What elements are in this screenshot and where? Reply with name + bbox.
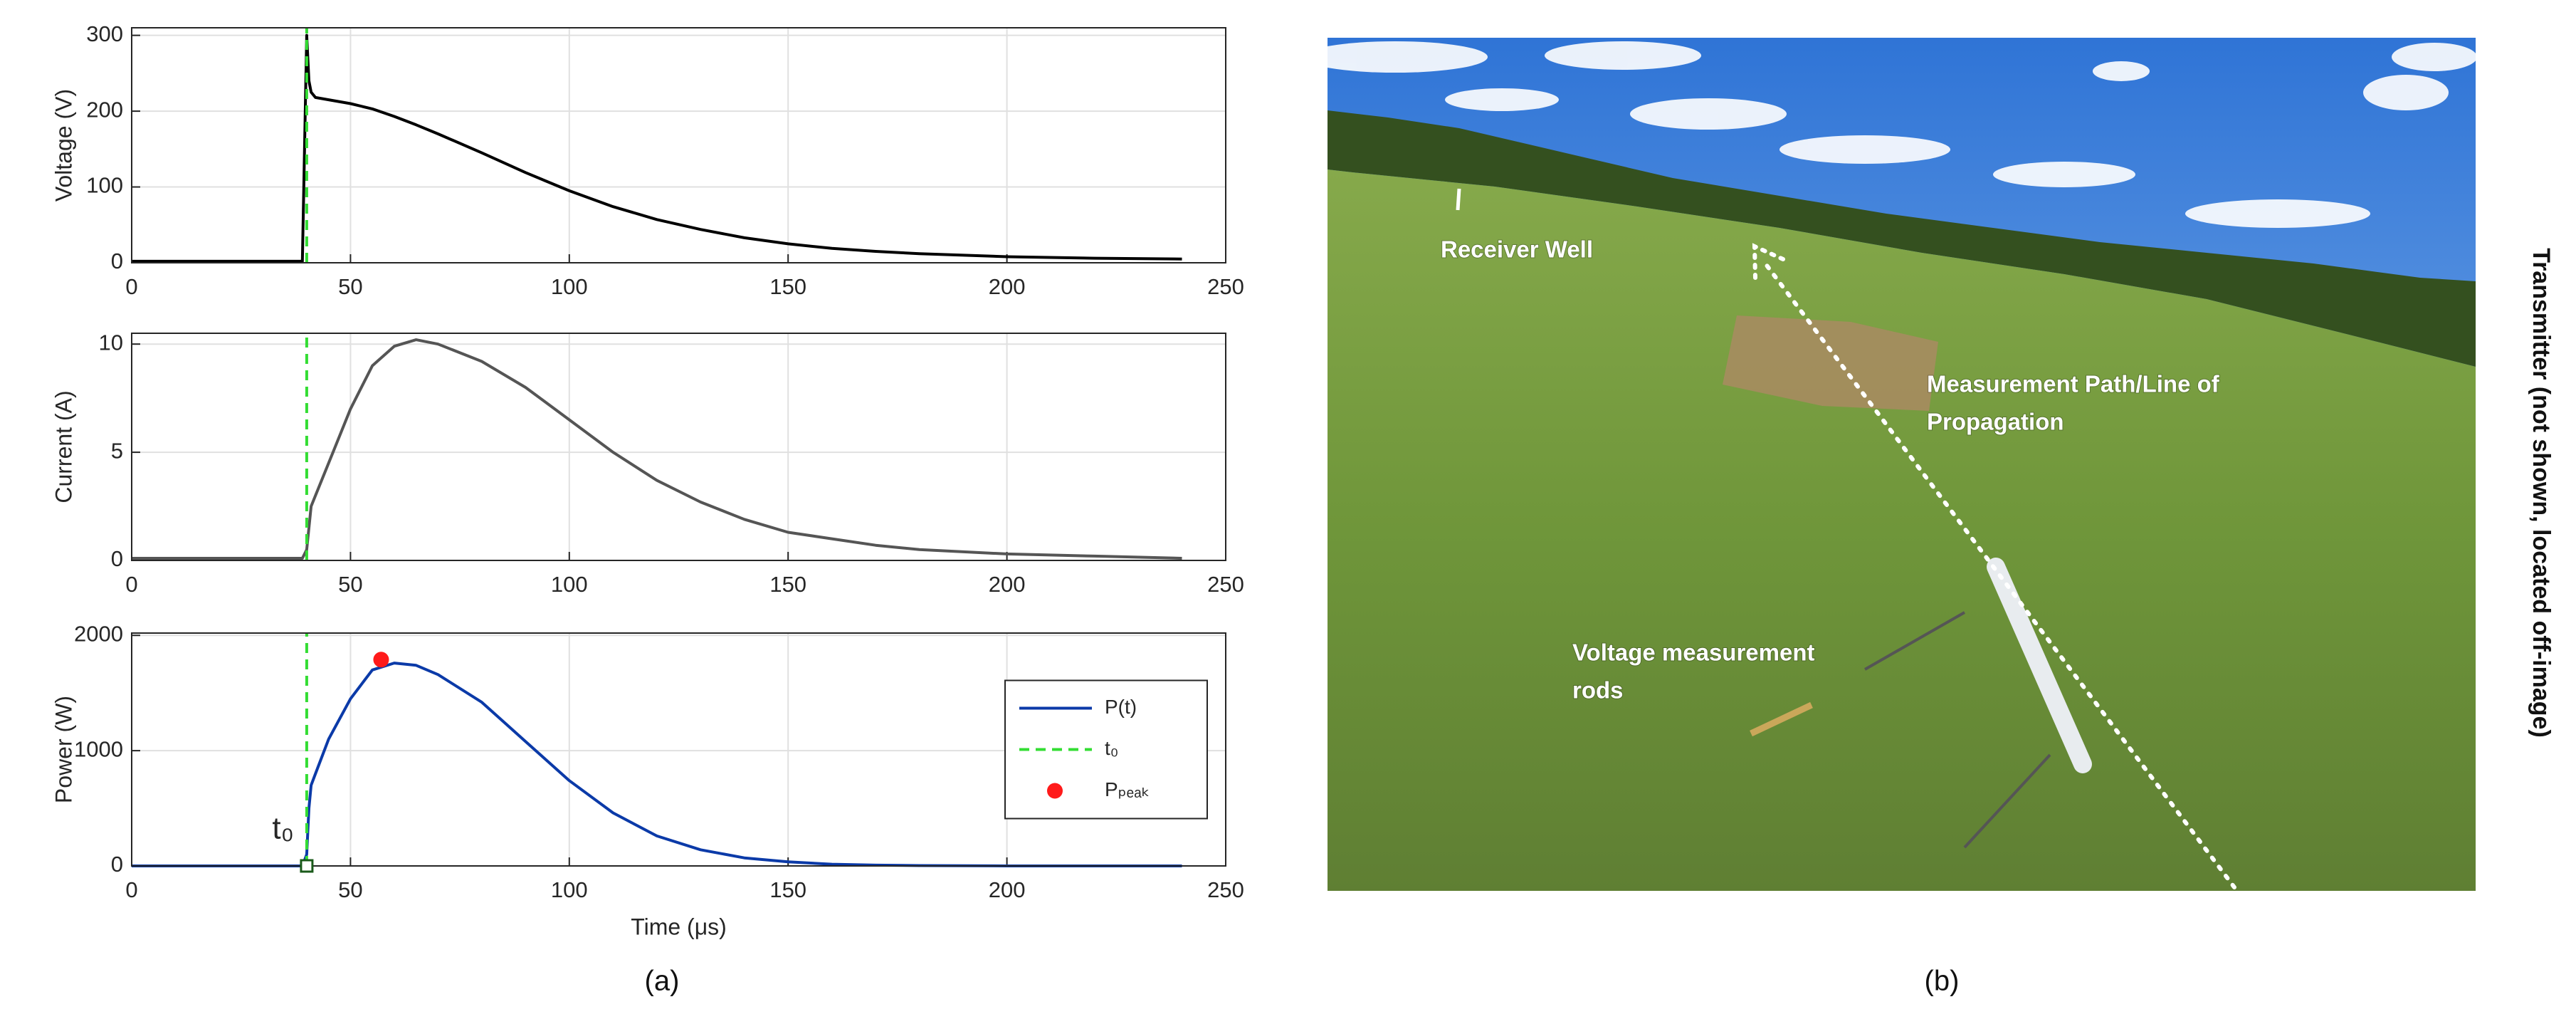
clouds (1328, 41, 2476, 228)
x-tick-label: 150 (769, 877, 806, 902)
y-tick-label: 0 (111, 546, 123, 571)
plot-area (132, 28, 1226, 263)
caption: (b) (1925, 966, 1960, 997)
path-label: Propagation (1927, 409, 2064, 435)
y-tick-label: 300 (86, 21, 123, 46)
y-tick-label: 10 (99, 330, 123, 355)
legend-label: P(t) (1105, 696, 1137, 718)
annotation: t₀ (272, 811, 294, 846)
data-line (132, 662, 1182, 867)
side-label: Transmitter (not shown, located off-imag… (2528, 248, 2555, 738)
x-tick-label: 250 (1207, 877, 1244, 902)
y-tick-label: 2000 (74, 621, 123, 646)
rods-label: Voltage measurement (1572, 639, 1815, 666)
arrow-head (1752, 243, 1785, 280)
legend-swatch (1047, 783, 1063, 799)
chart: 0 50 100 150 200 250 0 5 10 Current (A) (51, 330, 1244, 597)
receiver-label: Receiver Well (1441, 236, 1593, 263)
y-tick-label: 0 (111, 249, 123, 273)
x-tick-label: 50 (338, 572, 362, 597)
x-tick-label: 200 (989, 274, 1026, 299)
rod (1864, 611, 1965, 671)
y-tick-label: 200 (86, 97, 123, 122)
rods-label: rods (1572, 677, 1624, 704)
legend-label: t₀ (1105, 737, 1118, 759)
x-tick-label: 200 (989, 877, 1026, 902)
path-label: Measurement Path/Line of (1927, 371, 2220, 397)
y-axis-label: Voltage (V) (51, 89, 76, 202)
pipe (1987, 558, 2092, 773)
data-line (132, 338, 1182, 560)
rod (1963, 753, 2051, 849)
y-axis-label: Power (W) (51, 696, 76, 803)
x-tick-label: 200 (989, 572, 1026, 597)
x-tick-label: 150 (769, 274, 806, 299)
chart: 0 50 100 150 200 250 0 1000 2000 Power (W) Time (μ… (51, 621, 1244, 939)
axes-frame (131, 333, 1226, 561)
receiver-well (1456, 188, 1461, 211)
y-tick-label: 0 (111, 852, 123, 877)
axes-frame (131, 27, 1226, 263)
propagation-path (1763, 261, 2236, 889)
y-tick-label: 100 (86, 173, 123, 198)
plot-area (132, 333, 1226, 560)
x-tick-label: 250 (1207, 274, 1244, 299)
x-tick-label: 0 (125, 877, 137, 902)
field-photo (1328, 38, 2476, 891)
caption: (a) (645, 966, 680, 997)
y-axis-label: Current (A) (51, 390, 76, 503)
hammer (1750, 701, 1813, 737)
x-tick-label: 0 (125, 274, 137, 299)
tree-line (1328, 110, 2476, 367)
y-tick-label: 5 (111, 438, 123, 463)
grass (1328, 169, 2476, 891)
x-tick-label: 0 (125, 572, 137, 597)
legend-label: Pₚₑₐₖ (1105, 778, 1150, 800)
x-tick-label: 50 (338, 877, 362, 902)
x-tick-label: 100 (551, 274, 588, 299)
x-tick-label: 100 (551, 877, 588, 902)
x-tick-label: 250 (1207, 572, 1244, 597)
data-line (132, 33, 1182, 263)
chart: 0 50 100 150 200 250 0 100 200 300 Voltage (V) (51, 21, 1244, 299)
annotation-marker (300, 859, 314, 873)
x-axis-label: Time (μs) (631, 914, 727, 939)
bare-patch (1723, 315, 1938, 411)
y-tick-label: 1000 (74, 736, 123, 761)
peak-marker (373, 652, 389, 668)
x-tick-label: 150 (769, 572, 806, 597)
x-tick-label: 50 (338, 274, 362, 299)
x-tick-label: 100 (551, 572, 588, 597)
axes-frame (131, 632, 1226, 867)
